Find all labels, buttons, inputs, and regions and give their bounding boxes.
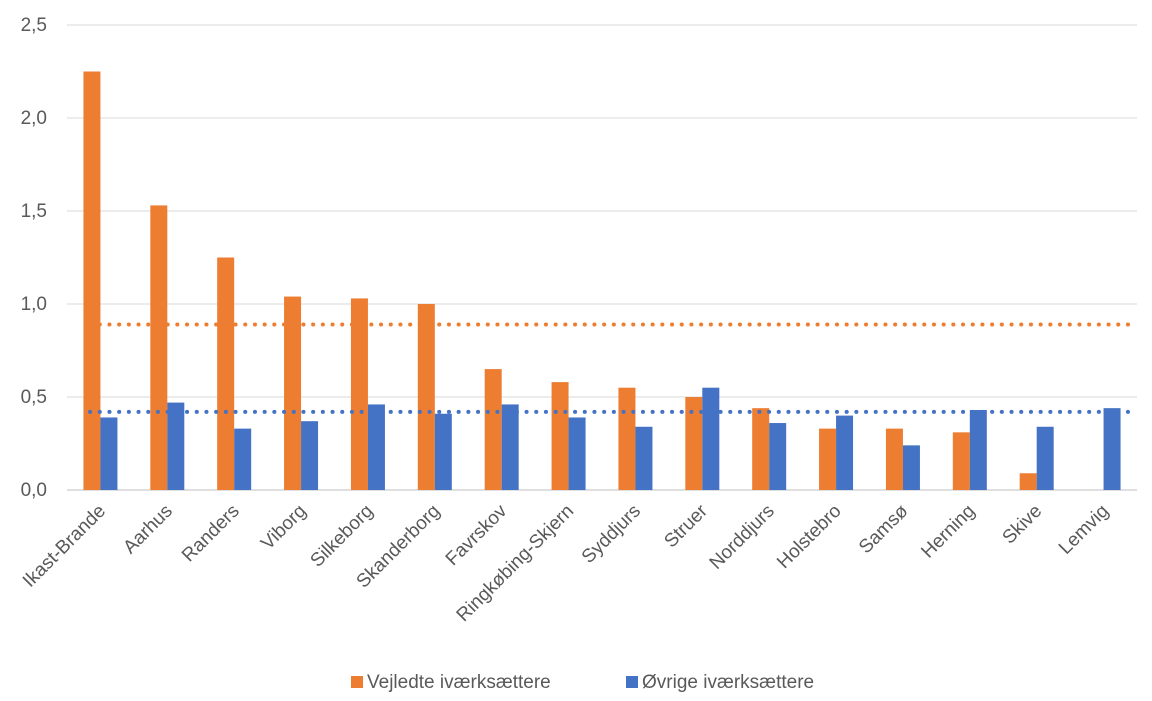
y-tick-label: 1,0 bbox=[21, 294, 47, 315]
y-tick-label: 2,0 bbox=[21, 108, 47, 129]
legend-swatch-oevrige bbox=[626, 676, 638, 688]
bar-oevrige bbox=[234, 428, 252, 490]
bar-vejledte bbox=[83, 71, 101, 490]
bar-vejledte bbox=[217, 257, 235, 490]
category-label: Ringkøbing-Skjern bbox=[453, 501, 578, 626]
y-tick-label: 0,0 bbox=[21, 480, 47, 501]
bar-vejledte bbox=[885, 428, 903, 490]
legend: Vejledte iværksættere Øvrige iværksættere bbox=[351, 672, 814, 693]
category-label: Aarhus bbox=[119, 501, 176, 558]
bar-vejledte bbox=[551, 382, 569, 490]
x-axis-category-labels: Ikast-Brande Aarhus Randers ViborgSilkeborg… bbox=[19, 500, 1113, 626]
bar-oevrige bbox=[702, 387, 720, 490]
bar-vejledte bbox=[952, 432, 970, 490]
category-label: Lemvig bbox=[1055, 501, 1113, 559]
y-tick-label: 2,5 bbox=[21, 15, 47, 36]
y-tick-label: 0,5 bbox=[21, 387, 47, 408]
category-label: Ikast-Brande bbox=[19, 501, 110, 592]
category-label: Favrskov bbox=[442, 500, 512, 570]
bar-oevrige bbox=[367, 404, 385, 490]
bar-oevrige bbox=[301, 421, 319, 490]
bar-vejledte bbox=[284, 296, 302, 490]
category-label: Skive bbox=[999, 501, 1047, 549]
bar-oevrige bbox=[902, 445, 920, 490]
category-label: Viborg bbox=[257, 501, 310, 554]
bar-oevrige bbox=[501, 404, 519, 490]
category-label: Syddjurs bbox=[578, 501, 645, 568]
legend-label-oevrige: Øvrige iværksættere bbox=[642, 672, 814, 693]
bar-oevrige bbox=[635, 426, 653, 490]
category-label: Silkeborg bbox=[307, 501, 378, 572]
bar-vejledte bbox=[685, 397, 703, 490]
category-label: Norddjurs bbox=[706, 501, 779, 574]
bar-oevrige bbox=[100, 417, 118, 490]
y-tick-label: 1,5 bbox=[21, 201, 47, 222]
y-axis-tick-labels: 0,0 0,5 1,0 1,5 2,0 2,5 bbox=[21, 15, 47, 501]
bar-vejledte bbox=[417, 304, 435, 490]
bar-vejledte bbox=[484, 369, 502, 490]
bar-oevrige bbox=[568, 417, 586, 490]
category-label: Samsø bbox=[855, 500, 913, 558]
bar-oevrige bbox=[969, 410, 987, 490]
bar-vejledte bbox=[752, 408, 770, 490]
bar-oevrige bbox=[434, 413, 452, 490]
category-label: Herning bbox=[917, 501, 979, 563]
bar-oevrige bbox=[167, 402, 185, 490]
category-label: Holstebro bbox=[773, 501, 845, 573]
bar-oevrige bbox=[836, 415, 854, 490]
bar-oevrige bbox=[769, 423, 787, 490]
bar-oevrige bbox=[1103, 408, 1121, 490]
bar-oevrige bbox=[1036, 426, 1054, 490]
bar-vejledte bbox=[819, 428, 837, 490]
category-label: Randers bbox=[178, 501, 244, 567]
legend-swatch-vejledte bbox=[351, 676, 363, 688]
category-label: Struer bbox=[660, 500, 712, 552]
bar-vejledte bbox=[1019, 473, 1037, 490]
legend-label-vejledte: Vejledte iværksættere bbox=[367, 672, 551, 693]
bar-vejledte bbox=[150, 205, 168, 491]
bars bbox=[83, 71, 1121, 491]
bar-vejledte bbox=[618, 387, 636, 490]
average-lines bbox=[88, 322, 1134, 414]
bar-vejledte bbox=[350, 298, 368, 490]
